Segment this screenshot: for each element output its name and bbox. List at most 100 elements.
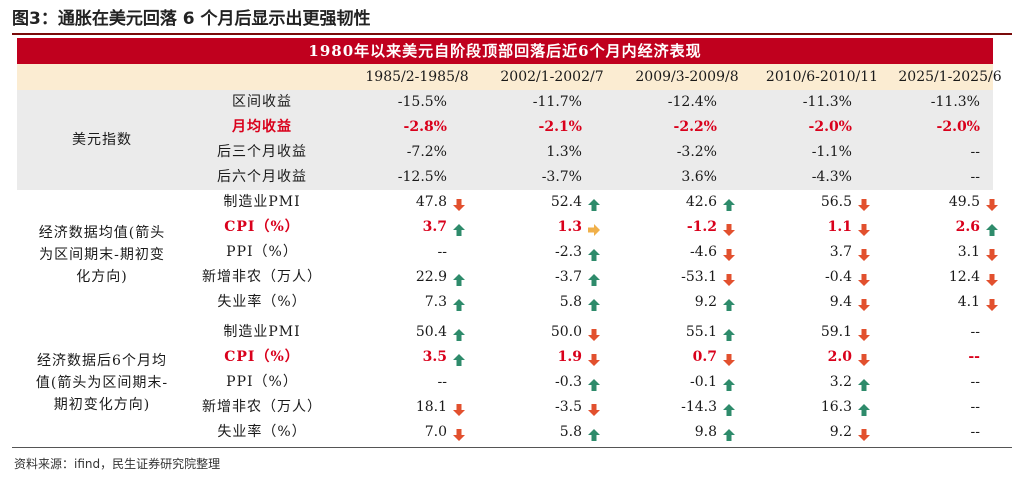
cell-value: -- <box>970 324 980 340</box>
cell-value: -12.5% <box>397 169 447 185</box>
cell-value: 5.8 <box>559 294 582 310</box>
arrow-down-icon <box>985 271 999 286</box>
cell-value: -14.3 <box>681 399 717 415</box>
title-rule <box>12 33 1012 35</box>
cell-value: -53.1 <box>681 269 717 285</box>
row-label: CPI（%） <box>224 219 300 235</box>
cell-value: -2.0% <box>808 119 852 135</box>
cell-value: -3.5 <box>555 399 582 415</box>
cell-value: 16.3 <box>820 399 852 415</box>
cell-value: 1.9 <box>557 349 582 365</box>
row-label: CPI（%） <box>224 349 300 365</box>
cell-value: -0.4 <box>825 269 852 285</box>
cell-value: -3.2% <box>676 144 717 160</box>
cell-value: 56.5 <box>820 194 852 210</box>
arrow-down-icon <box>452 426 466 441</box>
row-label: 制造业PMI <box>223 194 301 210</box>
cell-value: -1.2 <box>686 219 717 235</box>
cell-value: 7.0 <box>424 424 447 440</box>
arrow-up-icon <box>587 271 601 286</box>
cell-value: 5.8 <box>559 424 582 440</box>
cell-value: -- <box>970 424 980 440</box>
cell-value: 3.2 <box>829 374 852 390</box>
cell-value: 50.0 <box>550 324 582 340</box>
table-row: 后三个月收益 -7.2% 1.3% -3.2% -1.1% -- <box>17 140 993 165</box>
arrow-up-icon <box>722 401 736 416</box>
row-label: 失业率（%） <box>217 424 307 440</box>
cell-value: 3.7 <box>422 219 447 235</box>
arrow-down-icon <box>857 271 871 286</box>
arrow-up-icon <box>587 196 601 211</box>
cell-value: -3.7% <box>541 169 582 185</box>
table-row: 新增非农（万人） 22.9 -3.7 -53.1 -0.4 12.4 <box>17 265 998 290</box>
cell-value: 22.9 <box>415 269 447 285</box>
arrow-up-icon <box>985 221 999 236</box>
arrow-down-icon <box>722 246 736 261</box>
cell-value: 3.5 <box>422 349 447 365</box>
arrow-up-icon <box>587 376 601 391</box>
arrow-down-icon <box>587 351 601 366</box>
cell-value: -- <box>970 144 980 160</box>
cell-value: -1.1% <box>811 144 852 160</box>
table-row: 后六个月收益 -12.5% -3.7% 3.6% -4.3% -- <box>17 165 993 190</box>
cell-value: 47.8 <box>415 194 447 210</box>
arrow-down-icon <box>985 296 999 311</box>
cell-value: 2.0 <box>827 349 852 365</box>
cell-value: 3.1 <box>957 244 980 260</box>
arrow-up-icon <box>587 246 601 261</box>
arrow-up-icon <box>452 296 466 311</box>
table-row: CPI（%） 3.5 1.9 0.7 2.0 -- <box>17 345 993 370</box>
cell-value: -- <box>970 169 980 185</box>
table-row: 制造业PMI 47.8 52.4 42.6 56.5 49.5 <box>17 190 998 215</box>
cell-value: 7.3 <box>424 294 447 310</box>
arrow-down-icon <box>452 401 466 416</box>
arrow-up-icon <box>452 351 466 366</box>
cell-value: 9.2 <box>694 294 717 310</box>
section-label-line: 期初变化方向) <box>53 397 151 413</box>
cell-value: 9.2 <box>829 424 852 440</box>
row-label: 后三个月收益 <box>217 144 307 160</box>
section-econ-during: 经济数据均值(箭头 为区间期末-期初变 化方向) 制造业PMI 47.8 52.4 42.6… <box>17 190 998 320</box>
cell-value: 1.1 <box>827 219 852 235</box>
cell-value: -- <box>437 374 447 390</box>
cell-value: -- <box>968 349 980 365</box>
table-row: 区间收益 -15.5% -11.7% -12.4% -11.3% -11.3% <box>17 90 993 115</box>
arrow-up-icon <box>722 326 736 341</box>
cell-value: -2.1% <box>538 119 582 135</box>
row-label: 新增非农（万人） <box>202 399 322 415</box>
column-header: 2009/3-2009/8 <box>635 69 739 85</box>
table-banner: 1980年以来美元自阶段顶部回落后近6个月内经济表现 <box>17 38 993 64</box>
arrow-down-icon <box>857 296 871 311</box>
section-label-line: 为区间期末-期初变 <box>39 247 165 263</box>
arrow-down-icon <box>722 221 736 236</box>
cell-value: -12.4% <box>667 94 717 110</box>
cell-value: -- <box>970 399 980 415</box>
table-row: 新增非农（万人） 18.1 -3.5 -14.3 16.3 -- <box>17 395 993 420</box>
arrow-down-icon <box>985 196 999 211</box>
column-header: 2002/1-2002/7 <box>500 69 604 85</box>
cell-value: 1.3 <box>557 219 582 235</box>
arrow-up-icon <box>722 426 736 441</box>
cell-value: 18.1 <box>415 399 447 415</box>
arrow-down-icon <box>857 351 871 366</box>
row-label: 后六个月收益 <box>217 169 307 185</box>
table-row: CPI（%） 3.7 1.3 -1.2 1.1 2.6 <box>17 215 998 240</box>
column-header: 1985/2-1985/8 <box>365 69 469 85</box>
arrow-up-icon <box>857 376 871 391</box>
section-label-line: 值(箭头为区间期末- <box>35 375 169 391</box>
arrow-down-icon <box>722 271 736 286</box>
arrow-right-icon <box>587 221 601 236</box>
table-row: PPI（%） -- -0.3 -0.1 3.2 -- <box>17 370 993 395</box>
row-label: 失业率（%） <box>217 294 307 310</box>
cell-value: -3.7 <box>555 269 582 285</box>
cell-value: 42.6 <box>685 194 717 210</box>
arrow-up-icon <box>722 196 736 211</box>
section-label-line: 美元指数 <box>72 132 132 148</box>
cell-value: -2.3 <box>555 244 582 260</box>
section-label-line: 经济数据后6个月均 <box>37 353 167 369</box>
arrow-down-icon <box>587 326 601 341</box>
cell-value: -0.1 <box>690 374 717 390</box>
cell-value: -2.8% <box>403 119 447 135</box>
cell-value: 49.5 <box>948 194 980 210</box>
table-row: 失业率（%） 7.0 5.8 9.8 9.2 -- <box>17 420 993 445</box>
